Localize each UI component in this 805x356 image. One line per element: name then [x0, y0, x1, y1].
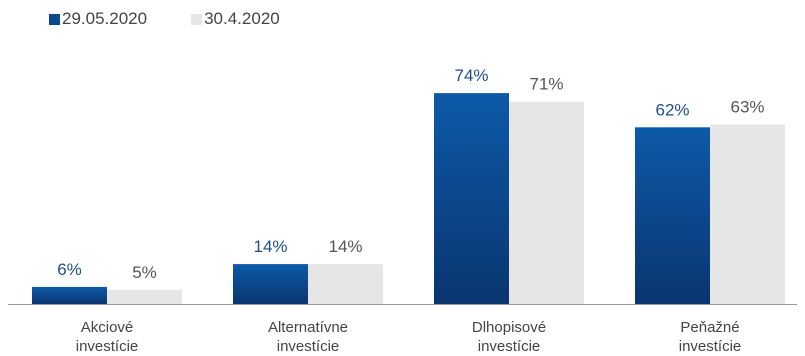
bar-series-1-cat-1 — [32, 286, 107, 304]
bar-series-1-cat-3 — [434, 93, 509, 304]
legend: 29.05.2020 30.4.2020 — [49, 9, 280, 29]
bar-series-2-cat-3 — [509, 101, 584, 305]
category-label-1-line-1: Akciové — [81, 319, 134, 336]
data-label-series-2-cat-1: 5% — [132, 263, 157, 282]
legend-swatch-series-1 — [49, 13, 60, 25]
data-label-series-2-cat-3: 71% — [529, 75, 563, 94]
category-label-1-line-2: investície — [76, 338, 139, 355]
legend-item-series-1: 29.05.2020 — [49, 9, 147, 29]
bar-series-1-cat-4 — [635, 127, 710, 304]
legend-label-series-2: 30.4.2020 — [204, 9, 280, 28]
data-label-series-1-cat-1: 6% — [57, 260, 82, 279]
legend-swatch-series-2 — [191, 13, 203, 25]
data-label-series-1-cat-3: 74% — [454, 66, 488, 85]
category-label-2-line-1: Alternatívne — [268, 319, 348, 336]
data-label-series-1-cat-4: 62% — [655, 100, 689, 119]
bar-series-1-cat-2 — [233, 264, 308, 304]
legend-label-series-1: 29.05.2020 — [62, 9, 148, 28]
category-label-3-line-2: investície — [478, 338, 541, 355]
category-label-3-line-1: Dlhopisové — [472, 319, 546, 336]
bar-series-2-cat-1 — [107, 289, 182, 304]
category-label-4-line-2: investície — [679, 338, 742, 355]
bar-series-2-cat-2 — [308, 264, 383, 304]
category-label-2-line-2: investície — [277, 338, 340, 355]
legend-item-series-2: 30.4.2020 — [191, 9, 280, 29]
data-label-series-2-cat-2: 14% — [328, 237, 362, 256]
data-label-series-1-cat-2: 14% — [253, 237, 287, 256]
category-label-4-line-1: Peňažné — [680, 319, 739, 336]
data-label-series-2-cat-4: 63% — [730, 97, 764, 116]
bar-series-2-cat-4 — [710, 124, 785, 304]
